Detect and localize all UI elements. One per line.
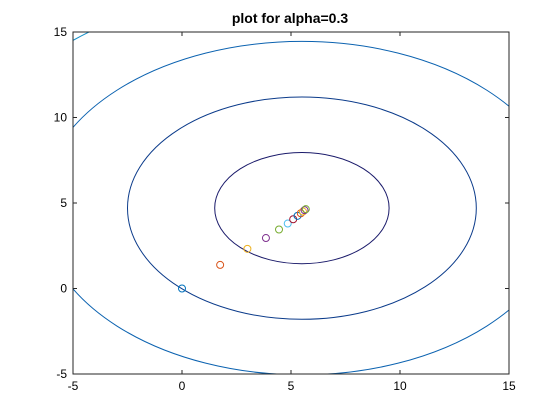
y-axis: -5 0 5 10 15 bbox=[54, 25, 509, 381]
chart-title: plot for alpha=0.3 bbox=[232, 10, 349, 26]
x-tick-label: 15 bbox=[502, 379, 516, 393]
iterate-point bbox=[283, 219, 292, 228]
x-tick-label: -5 bbox=[68, 379, 79, 393]
contour-level-3 bbox=[73, 40, 509, 374]
y-tick-label: 15 bbox=[54, 25, 68, 39]
x-tick-label: 0 bbox=[179, 379, 186, 393]
x-tick-label: 10 bbox=[393, 379, 407, 393]
iterate-point bbox=[243, 244, 252, 253]
y-tick-label: 0 bbox=[60, 282, 67, 296]
iterate-point bbox=[275, 225, 284, 234]
axes-box bbox=[72, 31, 510, 375]
iterate-points bbox=[178, 205, 310, 293]
x-tick-label: 5 bbox=[288, 379, 295, 393]
iterate-point bbox=[261, 234, 270, 243]
y-tick-label: -5 bbox=[56, 367, 67, 381]
iterate-point bbox=[178, 284, 186, 293]
iterate-point bbox=[298, 207, 307, 216]
iterate-point bbox=[300, 206, 309, 215]
iterate-point bbox=[301, 205, 310, 214]
contour-level-2 bbox=[127, 96, 477, 320]
iterate-point bbox=[216, 260, 225, 269]
contour-level-1 bbox=[214, 152, 390, 265]
x-axis: -5 0 5 10 15 bbox=[68, 32, 516, 393]
y-tick-label: 5 bbox=[60, 196, 67, 210]
y-tick-label: 10 bbox=[54, 111, 68, 125]
